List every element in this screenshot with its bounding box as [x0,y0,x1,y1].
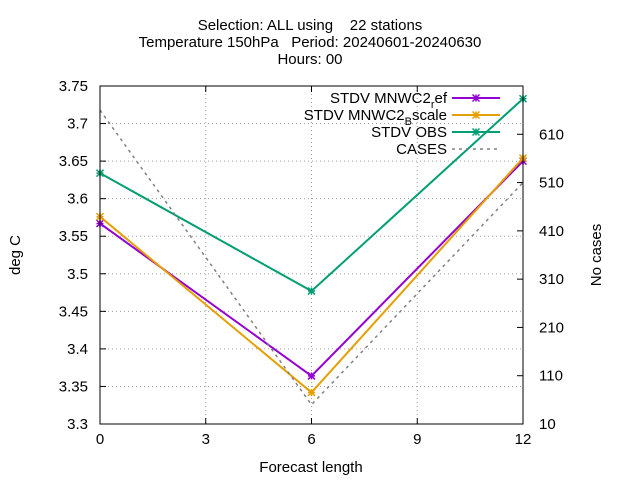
x-tick-label: 0 [96,431,104,448]
y2-tick-label: 610 [539,126,564,143]
legend-label: STDV OBS [371,124,447,141]
y-tick-label: 3.45 [59,303,88,320]
legend-marker [471,93,481,103]
series-line [99,157,524,394]
x-tick-label: 3 [202,431,210,448]
legend-label: STDV MNWC2Bscale [304,107,447,128]
series-cases [99,109,524,406]
y-tick-label: 3.6 [67,191,88,208]
legend-label: STDV MNWC2ref [330,90,448,111]
legend-marker [471,110,481,120]
axis-ticks: 0 3 6 9 12 3.3 3.35 3.4 3.45 3.5 3.55 3.6 3.65 3.7 3.7… [59,78,564,448]
data-point [307,371,316,380]
title-line: Temperature 150hPa Period: 20240601-2024… [139,34,482,51]
y-tick-label: 3.55 [59,228,88,245]
y-tick-label: 3.3 [67,416,88,433]
title-line: Selection: ALL using 22 stations [198,17,423,34]
y-tick-label: 3.7 [67,116,88,133]
y-tick-label: 3.65 [59,153,88,170]
y-tick-label: 3.4 [67,341,88,358]
y2-tick-label: 10 [539,416,556,433]
data-point [307,388,316,397]
chart-title: Selection: ALL using 22 stationsTemperat… [139,17,482,68]
x-tick-label: 6 [307,431,315,448]
legend-marker [471,127,481,137]
y-axis-label: deg C [7,235,24,275]
x-tick-label: 12 [515,431,532,448]
data-point [307,287,316,296]
x-tick-label: 9 [413,431,421,448]
title-line: Hours: 00 [277,51,342,68]
y-tick-label: 3.75 [59,78,88,95]
y2-axis-label: No cases [588,224,605,287]
x-axis-label: Forecast length [259,459,362,476]
y2-tick-label: 510 [539,175,564,192]
y2-tick-label: 310 [539,271,564,288]
series-line [99,109,524,406]
y2-tick-label: 210 [539,319,564,336]
legend-label: CASES [396,141,447,158]
y2-tick-label: 410 [539,223,564,240]
y-tick-label: 3.5 [67,266,88,283]
y-tick-label: 3.35 [59,378,88,395]
y2-tick-label: 110 [539,368,563,385]
